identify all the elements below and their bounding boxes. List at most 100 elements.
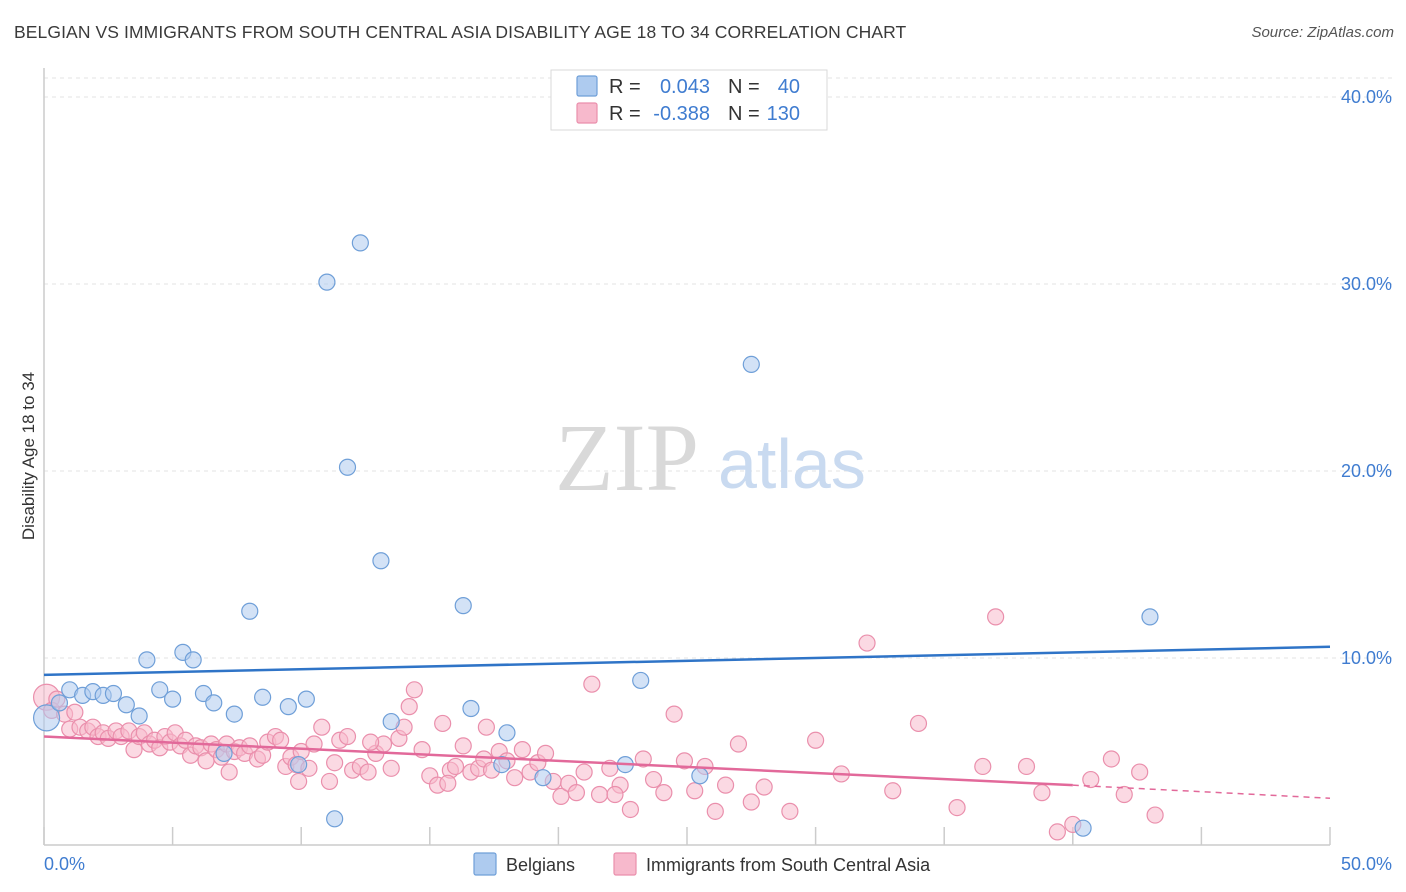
immigrants-point	[477, 718, 495, 736]
immigrants-point	[513, 741, 531, 759]
belgians-point	[32, 704, 61, 732]
belgians-point	[338, 458, 357, 476]
bottom-legend-immigrants: Immigrants from South Central Asia	[646, 855, 931, 875]
y-tick-label: 10.0%	[1341, 648, 1392, 668]
belgians-point	[254, 688, 272, 706]
immigrants-point	[400, 698, 418, 716]
immigrants-point	[781, 802, 799, 820]
belgians-point	[241, 602, 259, 620]
belgians-point	[104, 684, 123, 703]
legend-r-value: 0.043	[660, 76, 710, 98]
belgians-point	[117, 696, 135, 714]
legend-swatch-belgians	[576, 75, 598, 97]
immigrants-point	[675, 752, 694, 770]
immigrants-point	[1146, 806, 1164, 824]
immigrants-point	[405, 681, 423, 699]
immigrants-trend-line	[43, 735, 1073, 787]
immigrants-point	[506, 769, 524, 787]
immigrants-point	[1131, 763, 1149, 781]
immigrants-point	[272, 731, 290, 749]
y-tick-label: 40.0%	[1341, 87, 1392, 107]
belgians-point	[1141, 608, 1159, 626]
belgians-point	[184, 651, 202, 669]
belgians-point	[318, 273, 336, 291]
immigrants-point	[590, 785, 609, 804]
immigrants-point	[1017, 757, 1036, 776]
legend-r-label: R =	[609, 76, 641, 98]
belgians-point	[382, 712, 400, 731]
immigrants-point	[290, 772, 308, 791]
bottom-legend-swatch-immigrants	[613, 852, 637, 876]
y-tick-label: 30.0%	[1341, 274, 1392, 294]
watermark-atlas: atlas	[718, 425, 866, 503]
source-label: Source: ZipAtlas.com	[1251, 24, 1394, 41]
watermark-zip: ZIP	[555, 404, 699, 511]
immigrants-point	[359, 763, 377, 781]
immigrants-point	[948, 798, 966, 817]
immigrants-point	[606, 785, 624, 804]
belgians-point	[290, 755, 308, 774]
legend-n-value: 130	[767, 103, 800, 125]
x-tick-label-max: 50.0%	[1341, 854, 1392, 874]
immigrants-point	[1102, 750, 1120, 768]
immigrants-point	[454, 737, 472, 755]
immigrants-point	[313, 718, 331, 736]
immigrants-point	[621, 800, 640, 819]
immigrants-point	[362, 733, 380, 751]
immigrants-point	[1082, 770, 1100, 789]
belgians-point	[498, 724, 516, 742]
belgians-point	[326, 810, 344, 828]
immigrants-trend-line-extension	[1072, 784, 1331, 799]
chart-title: BELGIAN VS IMMIGRANTS FROM SOUTH CENTRAL…	[14, 22, 907, 42]
belgians-point	[534, 769, 552, 787]
belgians-point	[351, 234, 369, 252]
immigrants-point	[644, 770, 663, 789]
bottom-legend-belgians: Belgians	[506, 855, 575, 875]
immigrants-point	[583, 675, 601, 693]
belgians-point	[215, 744, 233, 762]
y-tick-label: 20.0%	[1341, 461, 1392, 481]
x-tick-label-min: 0.0%	[44, 854, 85, 874]
y-axis-title: Disability Age 18 to 34	[19, 372, 38, 540]
immigrants-point	[1048, 823, 1066, 841]
immigrants-point	[729, 735, 748, 753]
belgians-point	[372, 552, 390, 570]
immigrants-point	[434, 714, 452, 733]
belgians-point	[454, 597, 472, 615]
legend-n-label: N =	[728, 76, 760, 98]
immigrants-point	[326, 754, 344, 772]
immigrants-point	[446, 757, 465, 776]
belgians-point	[279, 698, 297, 716]
immigrants-point	[884, 782, 902, 800]
legend-r-label: R =	[609, 103, 641, 125]
immigrants-point	[382, 759, 400, 777]
legend-n-value: 40	[778, 76, 800, 98]
legend-n-label: N =	[728, 103, 760, 125]
immigrants-point	[439, 774, 457, 792]
belgians-point	[138, 651, 156, 669]
series-belgians-points	[32, 234, 1159, 837]
belgians-trend-line	[43, 645, 1331, 677]
correlation-legend: R = 0.043 N = 40 R = -0.388 N = 130	[550, 69, 828, 131]
immigrants-point	[567, 784, 586, 802]
immigrants-point	[1033, 784, 1051, 802]
belgians-point	[205, 694, 223, 712]
belgians-point	[1074, 819, 1092, 837]
belgians-point	[225, 705, 243, 723]
series-legend: Belgians Immigrants from South Central A…	[473, 852, 931, 876]
immigrants-point	[909, 714, 928, 733]
belgians-point	[50, 694, 69, 712]
legend-swatch-immigrants	[576, 102, 598, 124]
immigrants-point	[634, 750, 652, 768]
immigrants-point	[575, 763, 593, 781]
immigrants-point	[987, 608, 1005, 626]
immigrants-point	[706, 802, 724, 820]
bottom-legend-swatch-belgians	[473, 852, 497, 876]
legend-r-value: -0.388	[653, 103, 710, 125]
immigrants-point	[655, 784, 673, 802]
immigrants-point	[974, 757, 992, 776]
y-tick-labels: 10.0% 20.0% 30.0% 40.0%	[1341, 87, 1392, 668]
belgians-point	[297, 690, 315, 708]
immigrants-point	[338, 727, 357, 746]
